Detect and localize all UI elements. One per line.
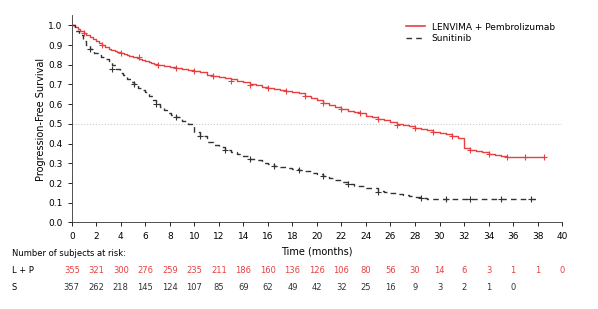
Text: 0: 0 <box>511 283 515 292</box>
Point <box>520 155 530 160</box>
Text: 259: 259 <box>162 266 178 275</box>
Point <box>152 62 162 67</box>
Text: 9: 9 <box>413 283 417 292</box>
Point <box>220 147 230 152</box>
Point <box>392 122 401 127</box>
Text: 14: 14 <box>434 266 445 275</box>
Text: 69: 69 <box>238 283 249 292</box>
Point <box>86 46 95 51</box>
Text: 56: 56 <box>385 266 396 275</box>
Text: L + P: L + P <box>12 266 34 275</box>
Text: 357: 357 <box>64 283 80 292</box>
Text: 321: 321 <box>89 266 104 275</box>
Point <box>190 68 199 73</box>
Point <box>245 157 254 162</box>
Text: 32: 32 <box>336 283 347 292</box>
Point <box>130 82 139 87</box>
Point <box>373 189 383 194</box>
Text: 160: 160 <box>260 266 276 275</box>
Point <box>441 196 450 201</box>
Text: 2: 2 <box>462 283 466 292</box>
Text: 211: 211 <box>211 266 227 275</box>
Point <box>116 50 126 55</box>
Text: Number of subjects at risk:: Number of subjects at risk: <box>12 249 126 258</box>
Text: 107: 107 <box>187 283 202 292</box>
Text: 80: 80 <box>361 266 371 275</box>
Text: 25: 25 <box>361 283 371 292</box>
Point <box>343 182 352 187</box>
Point <box>465 147 475 152</box>
X-axis label: Time (months): Time (months) <box>281 246 353 256</box>
Point <box>410 125 420 130</box>
Text: 42: 42 <box>312 283 322 292</box>
Point <box>226 78 236 83</box>
Text: 1: 1 <box>486 283 491 292</box>
Point <box>79 31 89 36</box>
Legend: LENVIMA + Pembrolizumab, Sunitinib: LENVIMA + Pembrolizumab, Sunitinib <box>404 20 557 46</box>
Text: 186: 186 <box>236 266 251 275</box>
Point <box>429 129 438 134</box>
Text: 85: 85 <box>213 283 224 292</box>
Point <box>151 102 161 107</box>
Text: 235: 235 <box>187 266 202 275</box>
Point <box>484 152 493 157</box>
Point <box>97 43 107 48</box>
Point <box>373 116 383 121</box>
Point <box>245 83 254 88</box>
Point <box>337 107 346 112</box>
Point <box>171 65 181 70</box>
Point <box>269 164 279 169</box>
Text: 126: 126 <box>309 266 325 275</box>
Point <box>416 195 426 200</box>
Text: S: S <box>12 283 17 292</box>
Point <box>447 133 457 138</box>
Text: 145: 145 <box>138 283 153 292</box>
Text: 1: 1 <box>535 266 540 275</box>
Point <box>294 168 303 173</box>
Point <box>171 115 181 120</box>
Point <box>196 133 205 138</box>
Text: 276: 276 <box>138 266 153 275</box>
Text: 30: 30 <box>410 266 420 275</box>
Text: 3: 3 <box>437 283 442 292</box>
Text: 106: 106 <box>334 266 349 275</box>
Point <box>539 155 548 160</box>
Point <box>318 101 328 106</box>
Text: 16: 16 <box>385 283 396 292</box>
Text: 355: 355 <box>64 266 80 275</box>
Text: 300: 300 <box>113 266 129 275</box>
Point <box>263 86 273 91</box>
Point <box>108 66 117 71</box>
Text: 124: 124 <box>162 283 178 292</box>
Point <box>355 111 365 116</box>
Text: 3: 3 <box>486 266 491 275</box>
Point <box>318 174 328 179</box>
Point <box>208 73 218 78</box>
Text: 136: 136 <box>285 266 300 275</box>
Text: 49: 49 <box>287 283 298 292</box>
Text: 62: 62 <box>263 283 273 292</box>
Point <box>496 196 505 201</box>
Text: 262: 262 <box>89 283 104 292</box>
Point <box>527 196 536 201</box>
Text: 1: 1 <box>511 266 515 275</box>
Point <box>465 196 475 201</box>
Text: 0: 0 <box>560 266 565 275</box>
Text: 218: 218 <box>113 283 129 292</box>
Point <box>282 89 291 94</box>
Text: 6: 6 <box>462 266 466 275</box>
Y-axis label: Progression-Free Survival: Progression-Free Survival <box>35 57 45 180</box>
Point <box>300 94 310 99</box>
Point <box>135 54 144 59</box>
Point <box>502 155 512 160</box>
